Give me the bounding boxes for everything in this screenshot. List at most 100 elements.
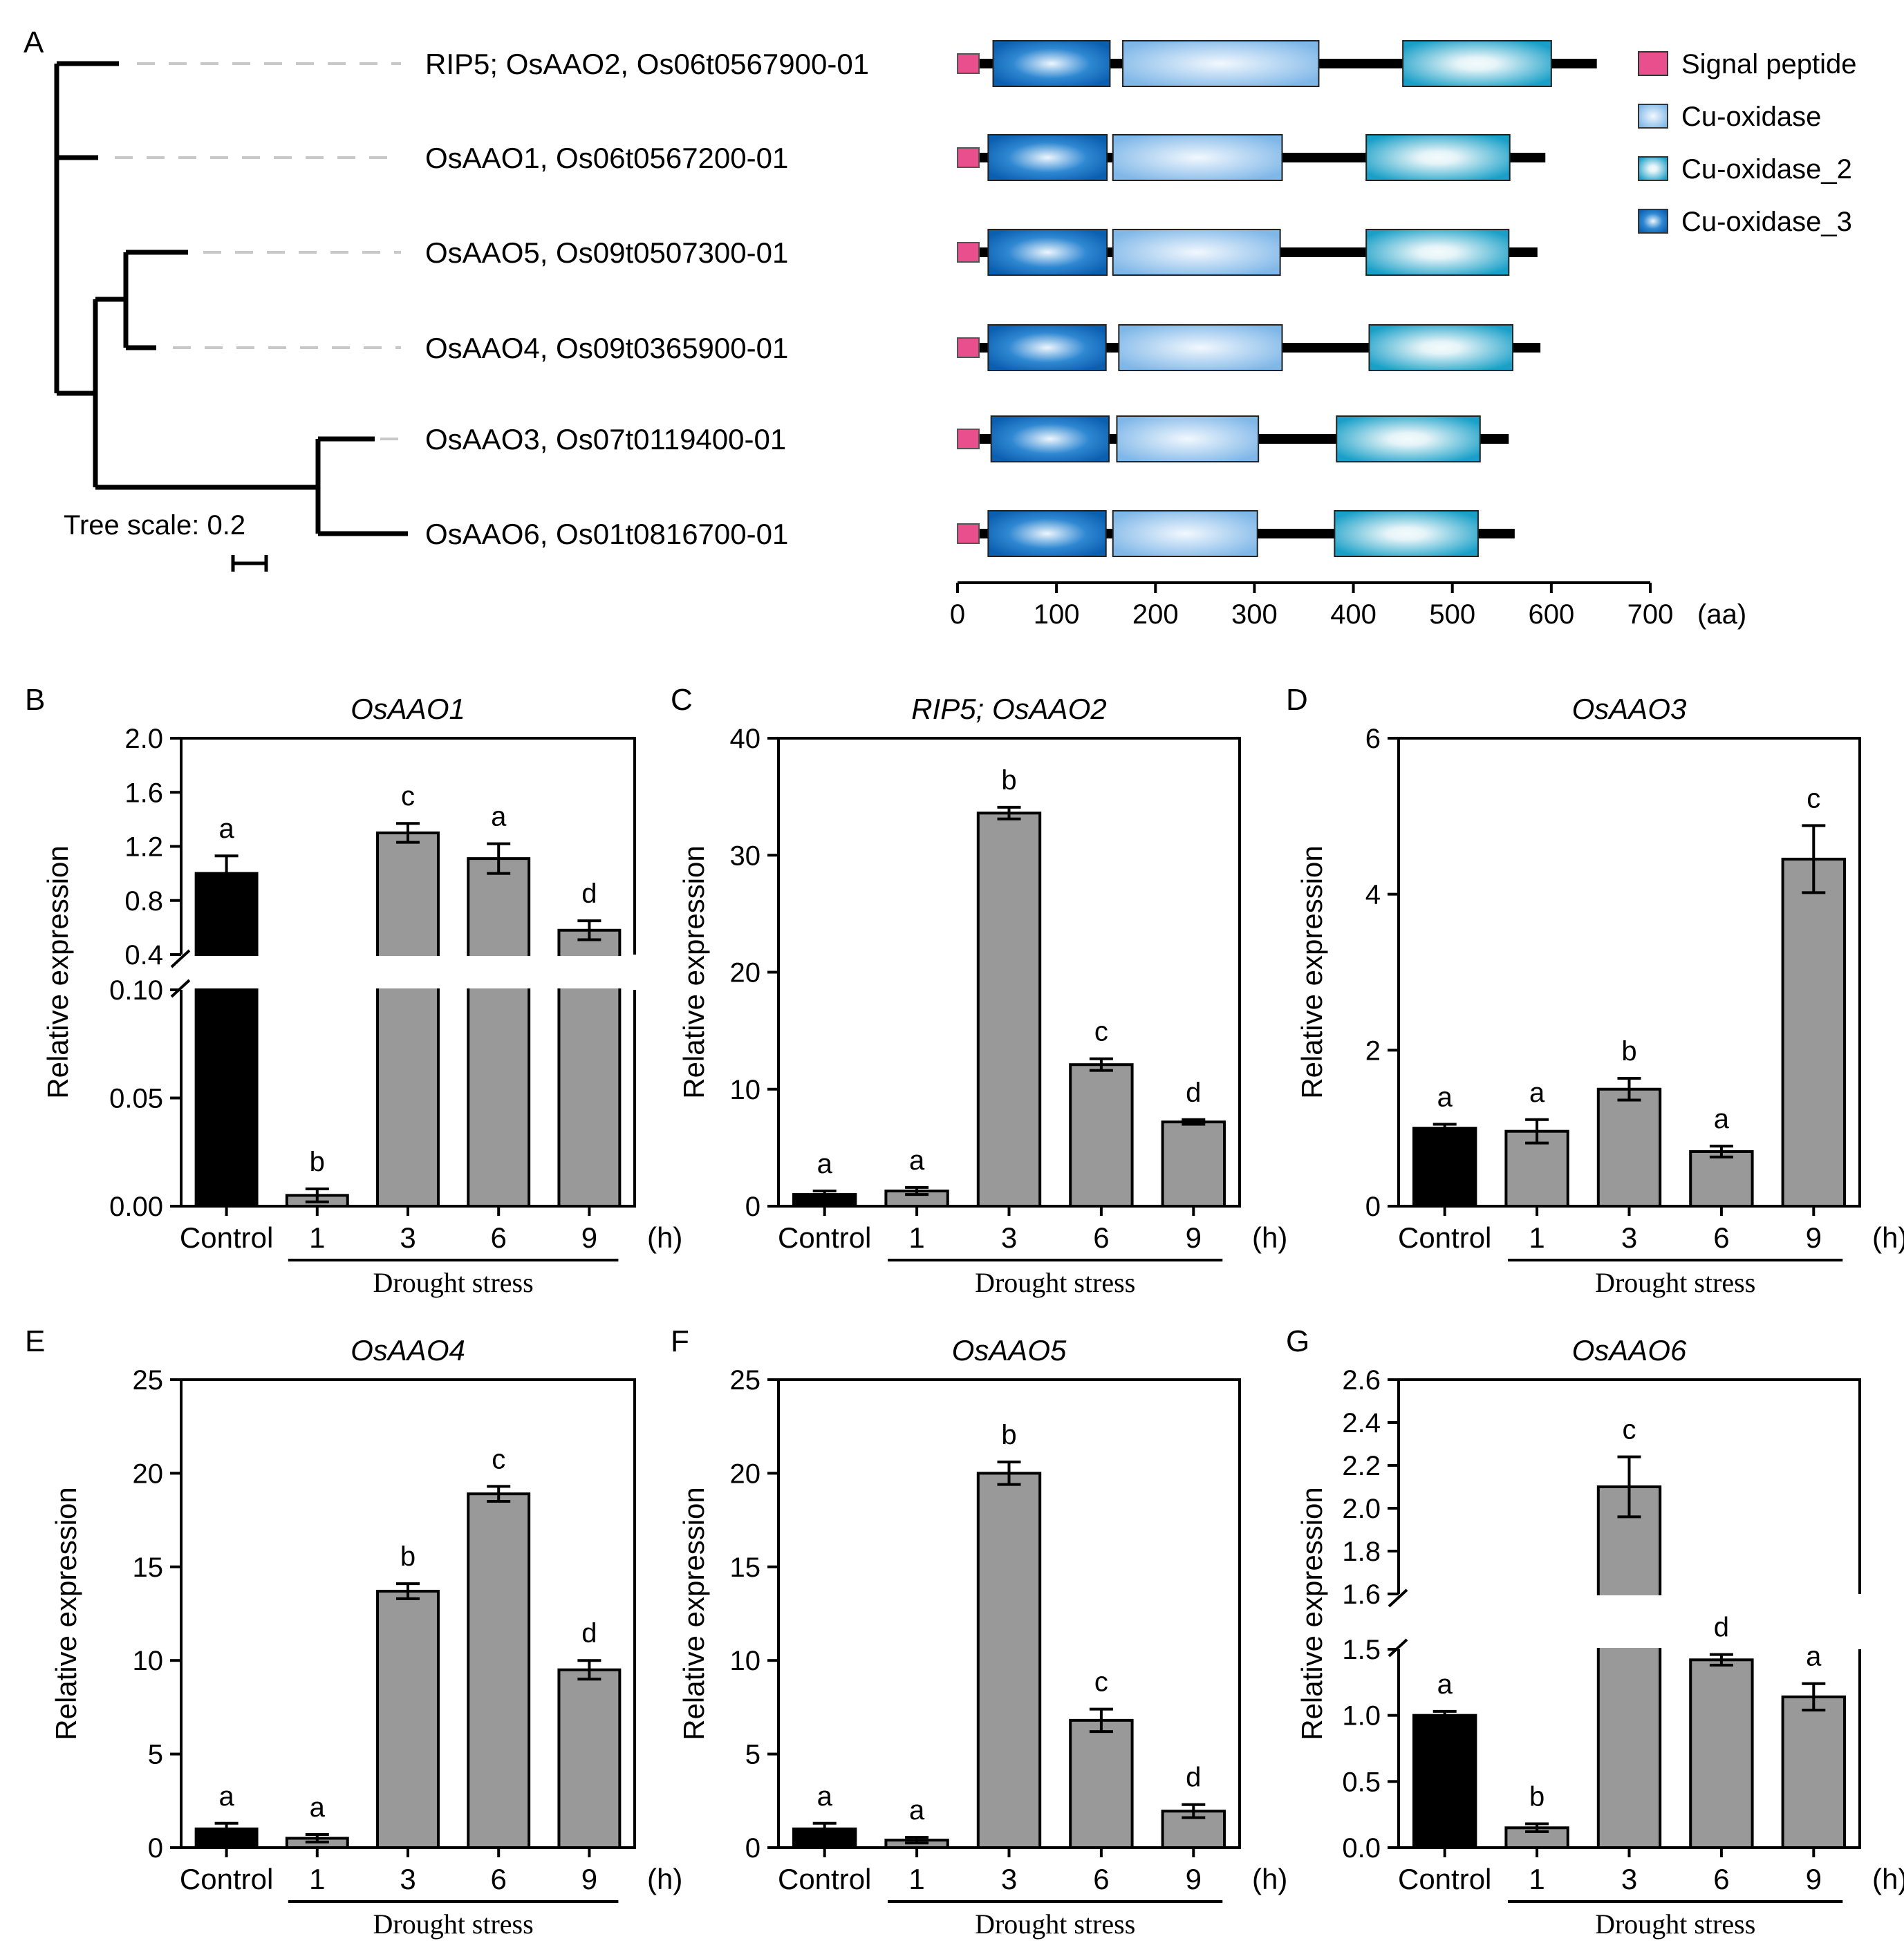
y-tick-label: 2 <box>1365 1035 1381 1066</box>
y-tick-label: 0.05 <box>109 1084 163 1114</box>
x-tick-label: 3 <box>1001 1221 1017 1254</box>
x-tick-label: 1 <box>908 1863 924 1895</box>
x-tick-label: 3 <box>400 1221 416 1254</box>
legend-label: Cu-oxidase_3 <box>1681 207 1852 237</box>
y-tick-label: 2.2 <box>1342 1451 1381 1481</box>
domain-d2-box <box>1368 324 1514 371</box>
domain-d3-box <box>990 415 1110 462</box>
x-tick-label: Control <box>180 1221 273 1254</box>
aa-tick-label: 400 <box>1330 599 1376 630</box>
y-tick-label: 4 <box>1365 880 1381 910</box>
y-tick-label: 25 <box>730 1365 761 1396</box>
x-unit-label: (h) <box>1252 1221 1287 1254</box>
axis-break-gap <box>1389 1595 1861 1648</box>
significance-letter: a <box>909 1145 925 1176</box>
x-tick-label: 1 <box>309 1863 325 1895</box>
panel-d: D OsAAO3 a a b a c 0 2 4 6 Relative expression Contr… <box>1286 683 1904 1298</box>
bar-6 <box>467 857 531 1208</box>
chart-title: OsAAO4 <box>351 1334 465 1367</box>
chart-title: OsAAO5 <box>952 1334 1067 1367</box>
y-tick-label: 0.0 <box>1342 1833 1381 1864</box>
legend-swatch <box>1638 209 1668 234</box>
panel-letter: C <box>671 683 693 717</box>
y-tick-label: 1.6 <box>124 778 163 808</box>
y-tick-label: 0.4 <box>124 940 163 970</box>
tree-scale-bar <box>231 555 268 572</box>
bar-control <box>1412 1127 1477 1208</box>
x-tick-label: 9 <box>1806 1221 1822 1254</box>
x-tick-label: 3 <box>400 1863 416 1895</box>
gene-label: OsAAO5, Os09t0507300-01 <box>425 236 788 269</box>
y-tick-label: 0.8 <box>124 886 163 917</box>
y-tick-label: 1.5 <box>1342 1635 1381 1665</box>
group-label: Drought stress <box>975 1267 1135 1298</box>
x-tick-label: 6 <box>491 1863 507 1895</box>
significance-letter: b <box>1001 1420 1016 1450</box>
x-tick-label: Control <box>778 1863 871 1895</box>
x-tick-label: Control <box>180 1863 273 1895</box>
bar-3 <box>376 1590 440 1849</box>
bar-control <box>1412 1714 1477 1850</box>
gene-domain-track <box>957 510 1515 557</box>
panel-c: C RIP5; OsAAO2 a a b c d 0 10 20 30 40 Relative expr… <box>671 683 1287 1298</box>
gene-label: OsAAO4, Os09t0365900-01 <box>425 332 788 364</box>
y-tick-label: 0 <box>148 1833 163 1864</box>
domain-d2-box <box>1334 510 1479 557</box>
x-unit-label: (h) <box>1872 1863 1904 1895</box>
aa-tick-label: 700 <box>1627 599 1674 630</box>
significance-letter: a <box>1437 1082 1453 1113</box>
x-tick-label: 9 <box>581 1863 597 1895</box>
axis-break-mark <box>1388 1588 1408 1608</box>
bar-6 <box>467 1492 531 1849</box>
domain-d3-box <box>992 40 1111 87</box>
domain-d2-box <box>1365 229 1510 276</box>
phylogenetic-tree <box>54 61 408 536</box>
y-tick-label: 15 <box>730 1552 761 1583</box>
y-tick-label: 2.0 <box>124 724 163 754</box>
bar-3 <box>1596 1485 1662 1849</box>
x-tick-label: 6 <box>1713 1863 1729 1895</box>
y-tick-label: 1.2 <box>124 832 163 863</box>
legend-label: Cu-oxidase <box>1681 102 1821 132</box>
significance-letter: b <box>400 1541 416 1572</box>
aa-tick-label: 300 <box>1231 599 1278 630</box>
y-axis-label: Relative expression <box>1296 845 1328 1099</box>
x-tick-label: 1 <box>1529 1221 1544 1254</box>
panel-e: E OsAAO4 a a b c d 0 5 10 15 20 25 Relative expressio… <box>25 1324 682 1940</box>
y-tick-label: 5 <box>148 1740 163 1770</box>
domain-d2-box <box>1365 134 1511 181</box>
y-tick-label: 20 <box>730 958 761 988</box>
domain-d3-box <box>987 510 1107 557</box>
x-unit-label: (h) <box>1252 1863 1287 1895</box>
bar-control <box>194 872 259 1208</box>
panel-letter: B <box>25 683 45 717</box>
axis-break-gap <box>171 956 636 988</box>
y-tick-label: 0.00 <box>109 1192 163 1222</box>
x-tick-label: Control <box>1398 1863 1491 1895</box>
bar-6 <box>1069 1063 1134 1208</box>
x-unit-label: (h) <box>1872 1221 1904 1254</box>
significance-letter: d <box>581 1618 597 1649</box>
x-tick-label: Control <box>1398 1221 1491 1254</box>
x-tick-label: 9 <box>1186 1221 1202 1254</box>
domain-d2-box <box>1402 40 1552 87</box>
domain-d3-box <box>987 134 1108 181</box>
y-tick-label: 25 <box>133 1365 164 1396</box>
chart-title: OsAAO3 <box>1572 693 1687 725</box>
domain-d1-box <box>1112 510 1258 557</box>
significance-letter: a <box>1529 1078 1545 1108</box>
amino-acid-axis: 0 100 200 300 400 500 600 700 (aa) <box>950 581 1746 630</box>
panel-b: B OsAAO1 a b c a d 0.00 0.05 0.10 0.4 0.8 1.2 1.6 2.0 R… <box>25 683 682 1298</box>
x-tick-label: 1 <box>309 1221 325 1254</box>
y-tick-label: 40 <box>730 724 761 754</box>
domain-d2-box <box>1336 415 1481 462</box>
tree-scale-label: Tree scale: 0.2 <box>64 510 245 541</box>
panel-a: A Tree scale: 0.2 <box>24 26 1857 630</box>
bar-6 <box>1069 1718 1134 1849</box>
significance-letter: b <box>1529 1782 1544 1812</box>
significance-letter: c <box>1094 1667 1108 1698</box>
domain-d3-box <box>987 229 1108 276</box>
expression-panels: B OsAAO1abcad0.000.050.100.40.81.21.62.0R… <box>25 683 1904 1940</box>
gene-domain-track <box>957 324 1541 371</box>
